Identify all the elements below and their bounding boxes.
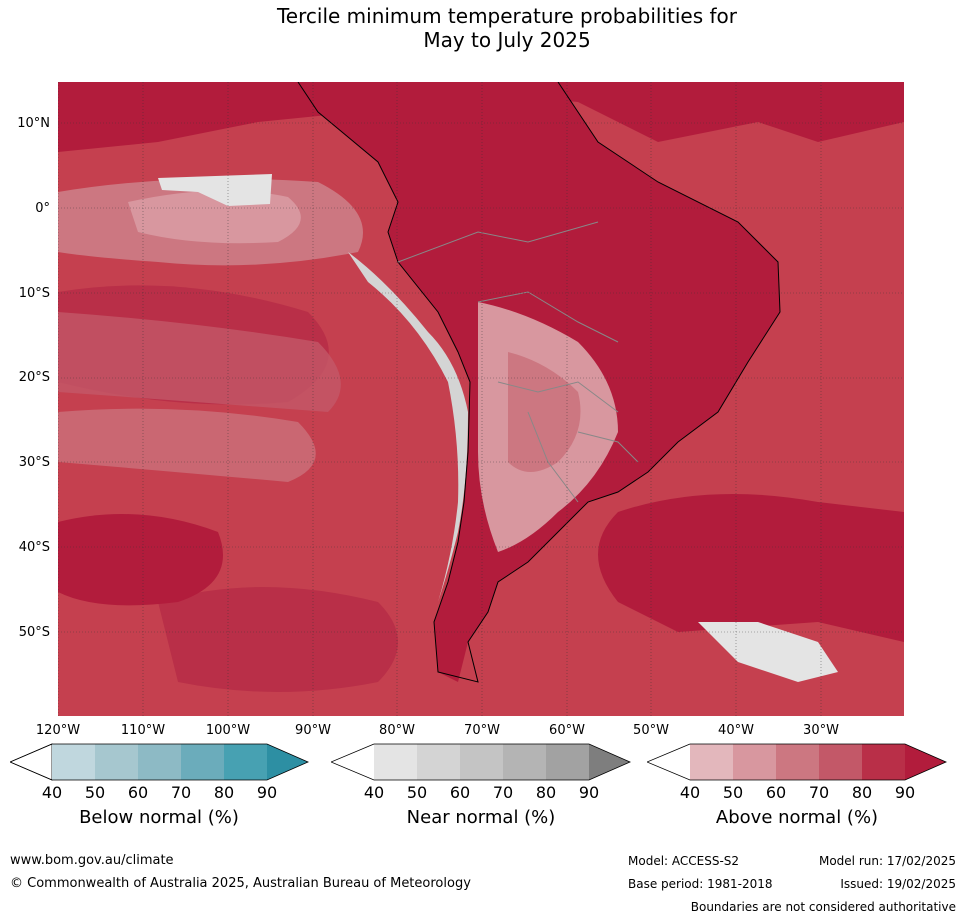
lat-label-40s: 40°S	[18, 540, 50, 555]
south-atlantic-above-90	[598, 494, 904, 642]
below-normal-70-80	[181, 744, 224, 780]
above-normal-50-60	[733, 744, 776, 780]
above-normal-40-50	[690, 744, 733, 780]
above-tick-70: 70	[808, 783, 830, 802]
below-normal-under-40	[10, 743, 53, 781]
lat-label-50s: 50°S	[18, 625, 50, 640]
issued-text: Issued: 19/02/2025	[840, 877, 956, 891]
below-tick-90: 90	[256, 783, 278, 802]
near-normal-50-60	[417, 744, 460, 780]
below-tick-40: 40	[41, 783, 63, 802]
interior-mid-region	[508, 352, 581, 472]
model-text: Model: ACCESS-S2	[628, 854, 740, 868]
near-tick-80: 80	[535, 783, 557, 802]
near-normal-60-70	[460, 744, 503, 780]
title-line-1: Tercile minimum temperature probabilitie…	[276, 4, 738, 28]
below-normal-title: Below normal (%)	[79, 807, 239, 828]
website-link[interactable]: www.bom.gov.au/climate	[10, 853, 174, 868]
below-normal-40-50	[52, 744, 95, 780]
near-tick-90: 90	[578, 783, 600, 802]
lon-label-100w: 100°W	[205, 723, 251, 738]
lon-label-120w: 120°W	[35, 723, 81, 738]
southeast-pacific-above-90	[158, 587, 398, 692]
near-normal-title: Near normal (%)	[406, 807, 556, 828]
near-tick-40: 40	[363, 783, 385, 802]
north-pacific-above-90	[58, 82, 904, 152]
lat-label-10s: 10°S	[18, 286, 50, 301]
near-tick-50: 50	[406, 783, 428, 802]
country-borders	[397, 221, 639, 503]
south-ocean-near-normal	[698, 622, 838, 682]
lon-label-30w: 30°W	[803, 723, 839, 738]
above-tick-50: 50	[722, 783, 744, 802]
gridlines	[58, 82, 904, 716]
lon-label-40w: 40°W	[718, 723, 754, 738]
above-normal-80-90	[862, 744, 905, 780]
southwest-pacific-zone	[58, 514, 223, 606]
above-tick-60: 60	[765, 783, 787, 802]
above-tick-80: 80	[851, 783, 873, 802]
near-tick-70: 70	[492, 783, 514, 802]
title-line-2: May to July 2025	[423, 28, 591, 52]
lat-label-10n: 10°N	[17, 116, 50, 131]
east-pacific-band-1	[58, 312, 341, 412]
near-normal-40-50	[374, 744, 417, 780]
chart-title: Tercile minimum temperature probabilitie…	[0, 4, 965, 52]
near-tick-60: 60	[449, 783, 471, 802]
above-normal-title: Above normal (%)	[715, 807, 879, 828]
copyright-text: © Commonwealth of Australia 2025, Austra…	[10, 876, 471, 891]
below-normal-60-70	[138, 744, 181, 780]
above-normal-70-80	[819, 744, 862, 780]
above-tick-40: 40	[679, 783, 701, 802]
lon-label-110w: 110°W	[120, 723, 166, 738]
lon-label-70w: 70°W	[464, 723, 500, 738]
above-normal-under-40	[647, 744, 690, 780]
below-tick-60: 60	[127, 783, 149, 802]
coastline	[297, 82, 781, 683]
base-period-text: Base period: 1981-2018	[628, 877, 773, 891]
below-tick-70: 70	[170, 783, 192, 802]
above-tick-90: 90	[894, 783, 916, 802]
lon-label-80w: 80°W	[379, 723, 415, 738]
below-tick-80: 80	[213, 783, 235, 802]
near-normal-under-40	[331, 744, 374, 780]
lon-label-90w: 90°W	[295, 723, 331, 738]
colorbar-above-normal	[647, 743, 947, 781]
colorbar-near-normal	[331, 743, 631, 781]
below-normal-50-60	[95, 744, 138, 780]
lat-label-30s: 30°S	[18, 455, 50, 470]
above-normal-over-90	[905, 744, 946, 780]
near-normal-80-90	[546, 744, 589, 780]
lon-label-50w: 50°W	[633, 723, 669, 738]
below-normal-over-90	[267, 744, 308, 780]
near-normal-over-90	[589, 744, 630, 780]
lat-label-0: 0°	[35, 201, 50, 216]
lat-label-20s: 20°S	[18, 370, 50, 385]
south-pacific-light-band	[58, 408, 316, 482]
below-tick-50: 50	[84, 783, 106, 802]
disclaimer-text: Boundaries are not considered authoritat…	[690, 900, 956, 914]
lon-label-60w: 60°W	[549, 723, 585, 738]
near-normal-70-80	[503, 744, 546, 780]
below-normal-80-90	[224, 744, 267, 780]
colorbar-below-normal	[10, 743, 309, 781]
probability-map	[58, 82, 904, 716]
model-run-text: Model run: 17/02/2025	[818, 854, 956, 868]
equatorial-near-normal	[158, 174, 272, 206]
above-normal-60-70	[776, 744, 819, 780]
